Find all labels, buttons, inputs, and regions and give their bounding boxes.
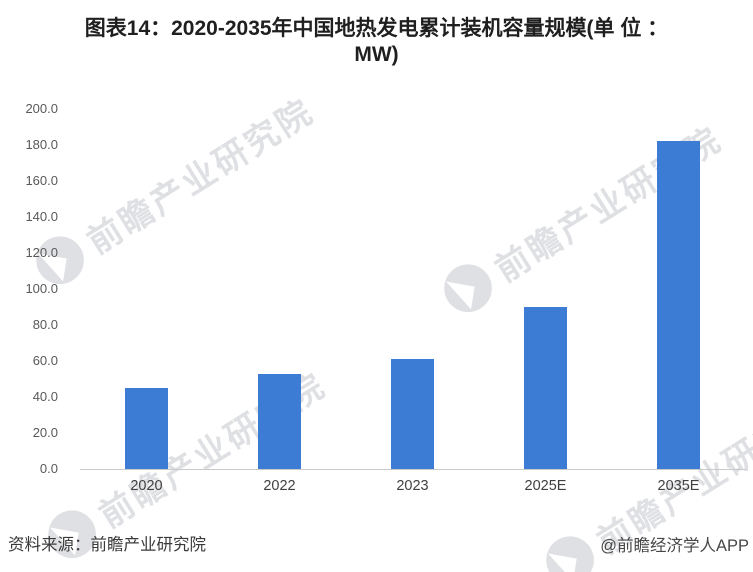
x-tick-label: 2035E <box>657 478 700 494</box>
bar-2023 <box>391 359 434 469</box>
y-tick-label: 180.0 <box>25 137 58 152</box>
x-tick-label: 2025E <box>524 478 567 494</box>
chart-title-line1: 图表14：2020-2035年中国地热发电累计装机容量规模(单 位 ： <box>84 17 669 40</box>
chart-title: 图表14：2020-2035年中国地热发电累计装机容量规模(单 位 ： MW) <box>0 16 753 68</box>
x-tick-label: 2020 <box>130 478 163 494</box>
y-tick-label: 60.0 <box>32 353 58 368</box>
y-tick-label: 120.0 <box>25 245 58 260</box>
y-tick-label: 140.0 <box>25 209 58 224</box>
x-axis-line <box>80 469 746 470</box>
y-tick-label: 100.0 <box>25 281 58 296</box>
y-tick-label: 40.0 <box>32 389 58 404</box>
chart-title-line2: MW) <box>354 43 399 66</box>
y-tick-label: 200.0 <box>25 101 58 116</box>
bar-2022 <box>258 373 301 469</box>
plot-area <box>80 109 745 469</box>
bar-2020 <box>125 388 168 469</box>
x-tick-label: 2023 <box>396 478 429 494</box>
y-tick-label: 80.0 <box>32 317 58 332</box>
y-tick-label: 160.0 <box>25 173 58 188</box>
x-tick-label: 2022 <box>263 478 296 494</box>
qianzhan-logo-icon <box>534 524 606 572</box>
y-tick-label: 0.0 <box>39 461 58 476</box>
credit-text: @前瞻经济学人APP <box>600 537 749 555</box>
bar-2025E <box>524 307 567 469</box>
y-tick-label: 20.0 <box>32 425 58 440</box>
source-text: 资料来源：前瞻产业研究院 <box>8 536 206 554</box>
bar-2035E <box>657 141 700 469</box>
